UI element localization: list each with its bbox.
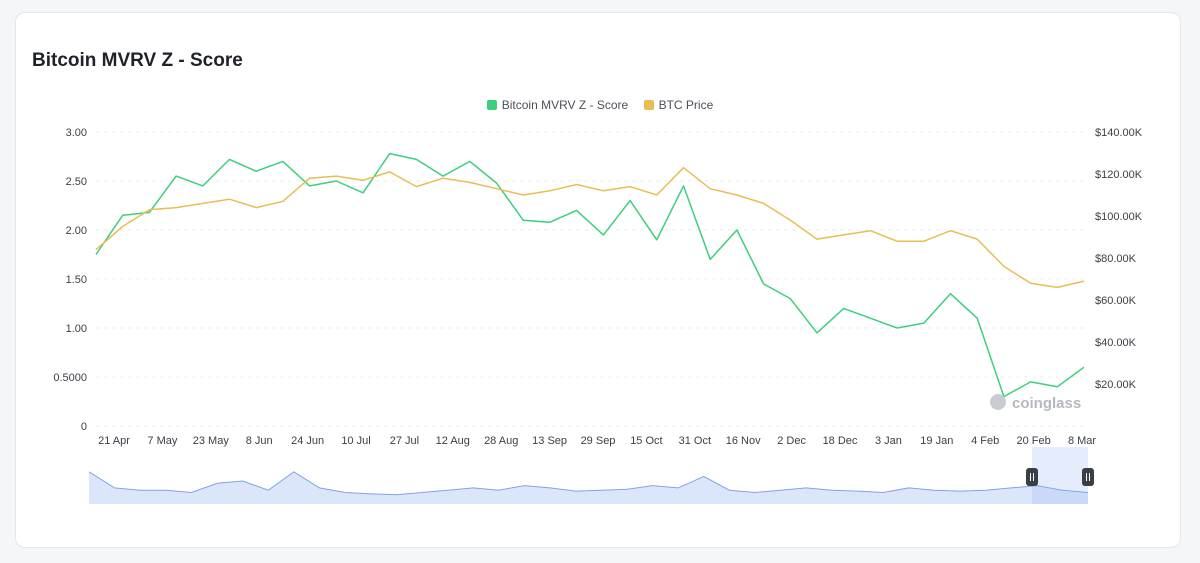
x-tick-label: 29 Sep <box>581 435 616 447</box>
x-tick-label: 28 Aug <box>484 435 518 447</box>
drag-handle-icon[interactable] <box>1026 468 1038 486</box>
x-tick-label: 8 Jun <box>246 435 273 447</box>
y-axis-left: 0 0.5000 1.00 1.50 2.00 2.50 3.00 <box>53 127 87 433</box>
x-tick-label: 7 May <box>147 435 177 447</box>
y-left-tick-label: 0 <box>81 421 87 433</box>
x-tick-label: 20 Feb <box>1016 435 1050 447</box>
x-tick-label: 12 Aug <box>436 435 470 447</box>
y-right-tick-label: $100.00K <box>1095 211 1143 223</box>
y-left-tick-label: 1.00 <box>66 323 87 335</box>
legend-label-zscore: Bitcoin MVRV Z - Score <box>501 98 629 112</box>
x-tick-label: 23 May <box>193 435 230 447</box>
navigator-area <box>89 471 1088 504</box>
legend-label-price: BTC Price <box>658 98 714 112</box>
grid-lines <box>96 131 1084 427</box>
series-line-price[interactable] <box>95 166 1085 289</box>
x-tick-label: 24 Jun <box>291 435 324 447</box>
y-left-tick-label: 2.00 <box>66 225 87 237</box>
y-right-tick-label: $20.00K <box>1095 379 1137 391</box>
navigator-handle-left[interactable] <box>1026 468 1038 486</box>
page-title: Bitcoin MVRV Z - Score <box>32 50 243 71</box>
x-tick-label: 15 Oct <box>630 435 662 447</box>
x-tick-label: 8 Mar <box>1068 435 1096 447</box>
y-right-tick-label: $140.00K <box>1095 127 1143 139</box>
series-lines <box>95 152 1085 398</box>
x-tick-label: 16 Nov <box>726 435 761 447</box>
x-tick-label: 19 Jan <box>920 435 953 447</box>
y-right-tick-label: $120.00K <box>1095 169 1143 181</box>
x-tick-label: 4 Feb <box>971 435 999 447</box>
coinglass-logo-icon <box>990 394 1006 410</box>
y-right-tick-label: $80.00K <box>1095 253 1137 265</box>
y-left-tick-label: 0.5000 <box>53 372 87 384</box>
navigator-line <box>88 471 1089 496</box>
x-tick-label: 3 Jan <box>875 435 902 447</box>
navigator-selection[interactable] <box>1032 447 1088 504</box>
series-line-zscore[interactable] <box>95 152 1085 398</box>
y-left-tick-label: 2.50 <box>66 176 87 188</box>
y-left-tick-label: 3.00 <box>66 127 87 139</box>
x-tick-label: 18 Dec <box>823 435 858 447</box>
x-tick-label: 10 Jul <box>341 435 370 447</box>
x-tick-label: 21 Apr <box>98 435 130 447</box>
y-right-tick-label: $40.00K <box>1095 337 1137 349</box>
legend-swatch-price <box>643 100 654 110</box>
x-tick-label: 13 Sep <box>532 435 567 447</box>
legend-item-price[interactable]: BTC Price <box>643 98 714 112</box>
x-axis: 21 Apr 7 May 23 May 8 Jun 24 Jun 10 Jul 27 Jul… <box>98 435 1096 447</box>
y-left-tick-label: 1.50 <box>66 274 87 286</box>
x-tick-label: 31 Oct <box>679 435 711 447</box>
range-navigator[interactable] <box>88 447 1094 504</box>
navigator-handle-right[interactable] <box>1082 468 1094 486</box>
legend-item-zscore[interactable]: Bitcoin MVRV Z - Score <box>486 98 629 112</box>
y-axis-right: $20.00K $40.00K $60.00K $80.00K $100.00K $120… <box>1095 127 1143 391</box>
chart-legend: Bitcoin MVRV Z - Score BTC Price <box>0 98 1200 113</box>
watermark-text: coinglass <box>1012 395 1081 412</box>
x-tick-label: 27 Jul <box>390 435 419 447</box>
watermark: coinglass <box>990 394 1081 412</box>
y-right-tick-label: $60.00K <box>1095 295 1137 307</box>
x-tick-label: 2 Dec <box>777 435 806 447</box>
drag-handle-icon[interactable] <box>1082 468 1094 486</box>
legend-swatch-zscore <box>486 100 497 110</box>
